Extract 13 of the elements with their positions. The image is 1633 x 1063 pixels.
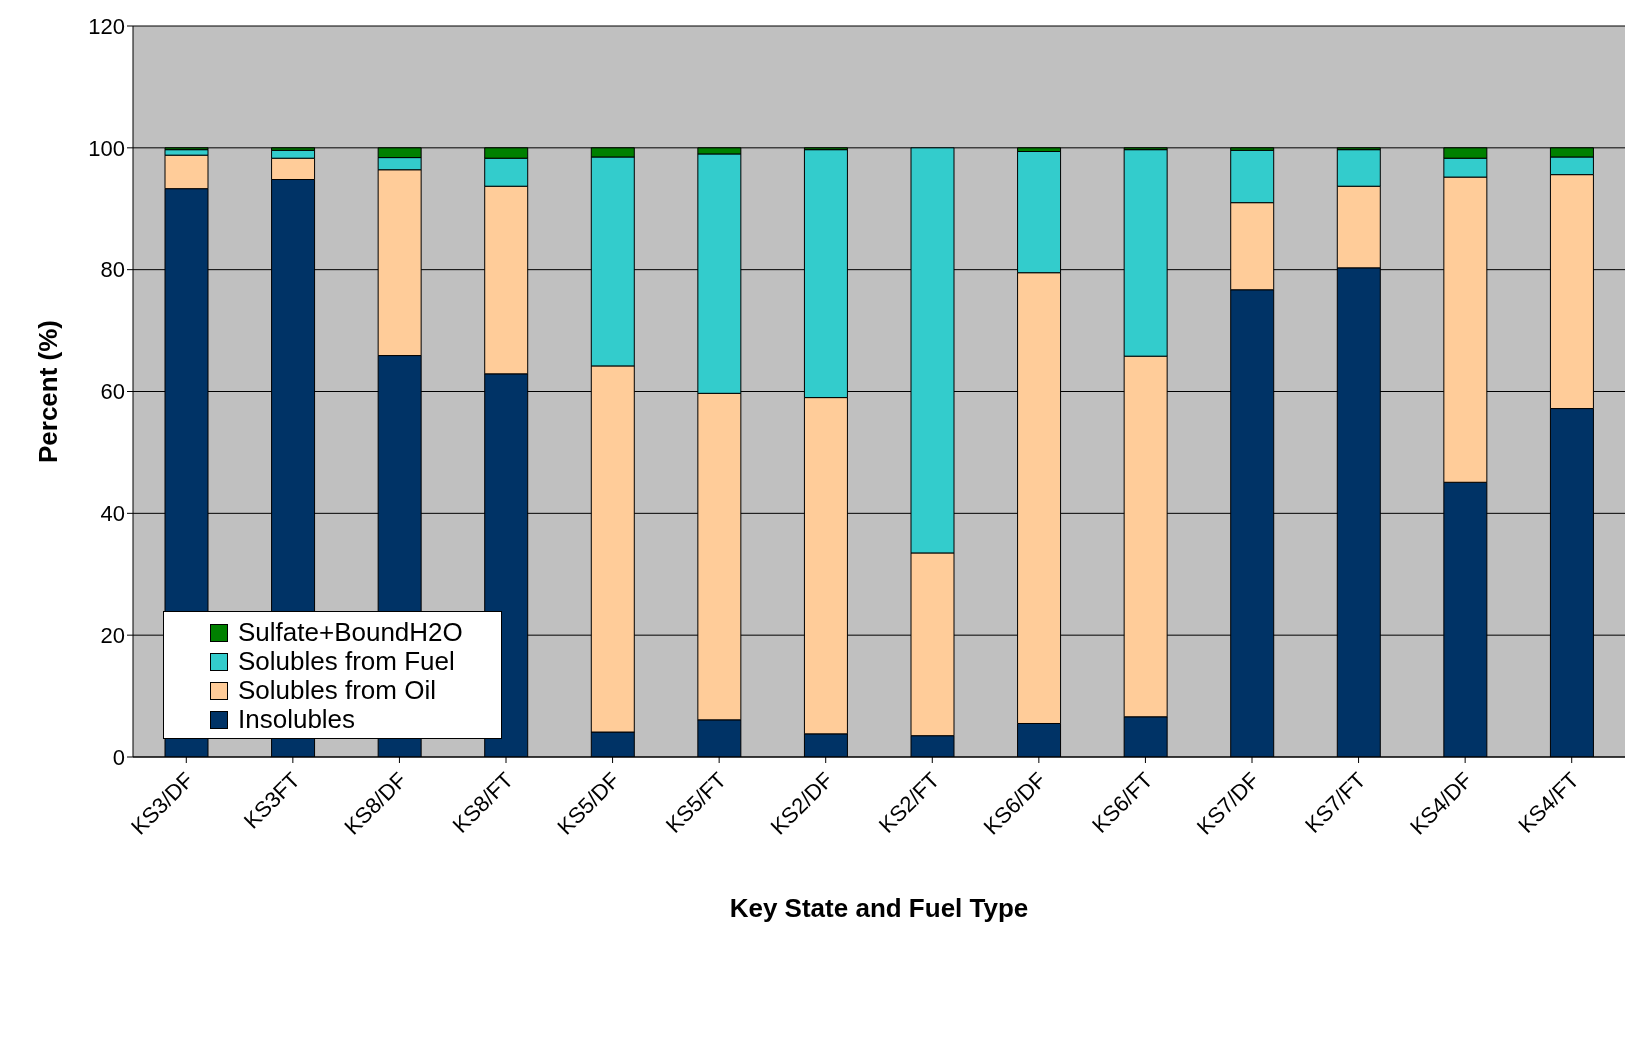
x-axis-title: Key State and Fuel Type (729, 893, 1029, 923)
y-tick-label: 100 (88, 135, 125, 161)
legend-label: Solubles from Fuel (238, 646, 455, 677)
y-axis-title: Percent (%) (33, 319, 64, 464)
y-tick-label: 0 (112, 744, 125, 770)
y-tick-label: 20 (100, 622, 125, 648)
y-tick-label: 40 (100, 501, 125, 527)
legend-label: Sulfate+BoundH2O (238, 617, 463, 648)
legend-label: Insolubles (238, 704, 356, 735)
y-tick-label: 120 (88, 13, 125, 39)
legend-label: Solubles from Oil (238, 675, 436, 706)
y-tick-label: 80 (100, 257, 125, 283)
y-tick-label: 60 (100, 379, 125, 405)
